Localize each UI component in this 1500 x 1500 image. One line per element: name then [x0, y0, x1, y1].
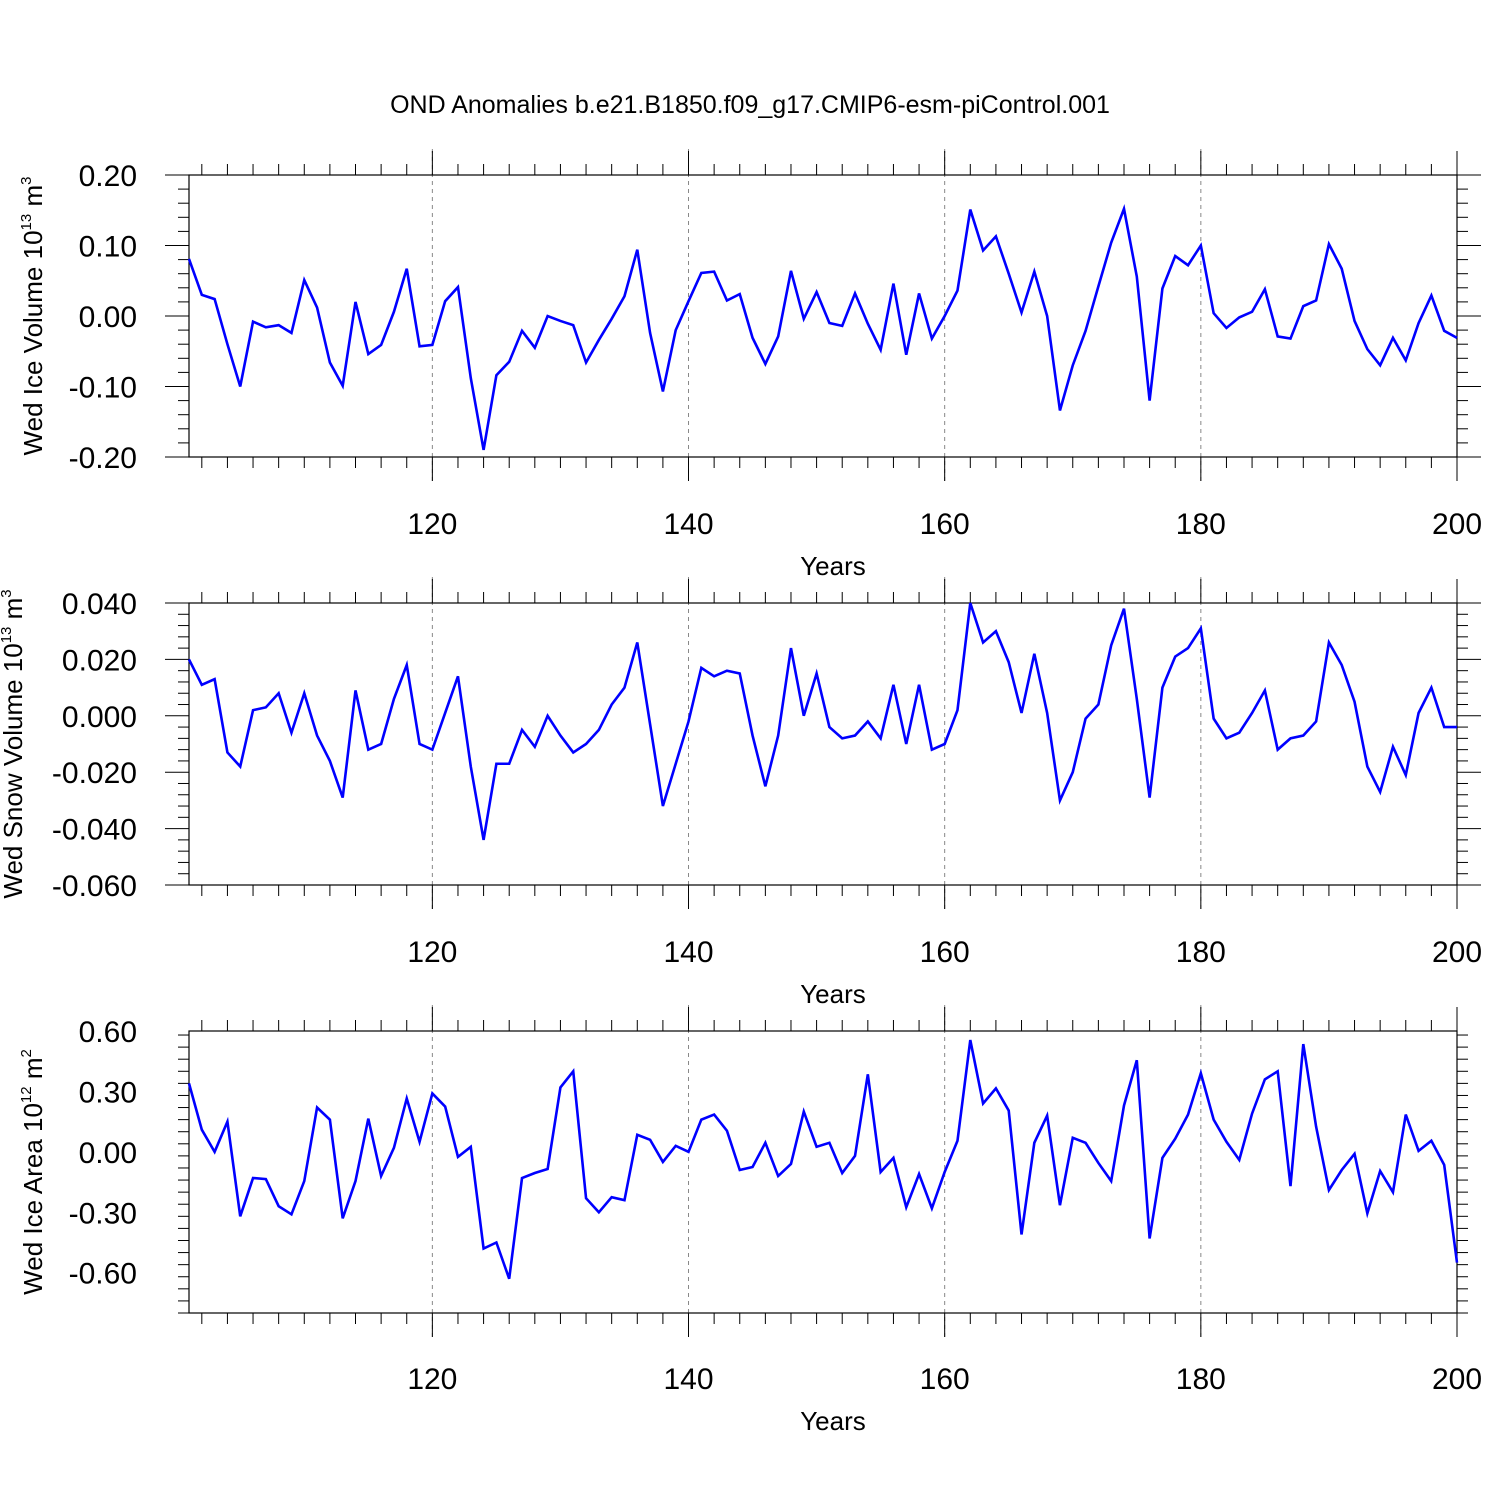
x-tick-label: 160: [920, 1363, 970, 1396]
x-tick-label: 200: [1432, 936, 1482, 969]
panel-2: 120 140 160 180 200 Years -0.060 -0.040 -0.020 0.…: [0, 577, 1482, 1009]
x-tick-label: 140: [663, 1363, 713, 1396]
y-tick-label: 0.00: [79, 1137, 137, 1170]
series-line-1: [187, 1039, 1459, 1280]
x-axis-title: Years: [800, 1406, 866, 1436]
y-axis-title-superscript: 12: [18, 1086, 35, 1103]
y-axis-title-text: m: [18, 1058, 48, 1087]
y-tick-label: -0.60: [69, 1258, 137, 1291]
y-axis-title-superscript: 3: [18, 177, 35, 185]
x-tick-label: 200: [1432, 508, 1482, 541]
plot-frame: [188, 174, 1458, 458]
x-tick-label: 200: [1432, 1363, 1482, 1396]
x-tick-label: 140: [663, 936, 713, 969]
x-axis-title: Years: [800, 551, 866, 581]
plot-frame: [188, 602, 1458, 886]
y-axis-title-text: m: [0, 598, 28, 627]
x-tick-label: 180: [1176, 508, 1226, 541]
y-tick-label: -0.20: [69, 442, 137, 475]
y-axis-title-superscript: 13: [18, 214, 35, 231]
y-tick-label: -0.10: [69, 372, 137, 405]
y-tick-label: -0.30: [69, 1197, 137, 1230]
y-tick-label: 0.00: [79, 301, 137, 334]
x-tick-label: 120: [407, 936, 457, 969]
chart-title: OND Anomalies b.e21.B1850.f09_g17.CMIP6-…: [390, 91, 1110, 119]
y-axis-title-text: Wed Ice Area 10: [18, 1103, 48, 1295]
series-line-1: [187, 204, 1458, 451]
y-tick-label: 0.000: [62, 701, 137, 734]
plot-frame: [188, 1030, 1458, 1314]
y-axis-title: Wed Ice Area 1012 m2: [18, 1049, 48, 1295]
chart-panels: 120 140 160 180 200 Years -0.20 -0.10 0.00 0.10 0.…: [0, 149, 1482, 1436]
panel-1: 120 140 160 180 200 Years -0.20 -0.10 0.00 0.10 0.…: [18, 149, 1482, 581]
panel-3: 120 140 160 180 200 Years -0.60 -0.30 0.00 0.30 0.…: [18, 1005, 1482, 1436]
y-axis-title: Wed Ice Volume 1013 m3: [18, 177, 48, 456]
y-tick-label: 0.30: [79, 1076, 137, 1109]
y-axis-title-text: m: [18, 185, 48, 214]
y-tick-label: 0.040: [62, 588, 137, 621]
y-axis-title: Wed Snow Volume 1013 m3: [0, 589, 28, 898]
y-axis-title-text: Wed Ice Volume 10: [18, 230, 48, 455]
y-tick-label: -0.020: [52, 757, 137, 790]
y-axis-title-superscript: 2: [18, 1049, 35, 1057]
y-tick-label: 0.20: [79, 160, 137, 193]
x-tick-label: 180: [1176, 936, 1226, 969]
y-tick-label: 0.10: [79, 231, 137, 264]
y-tick-label: -0.060: [52, 870, 137, 903]
x-axis-title: Years: [800, 979, 866, 1009]
x-tick-label: 180: [1176, 1363, 1226, 1396]
x-tick-label: 120: [407, 1363, 457, 1396]
y-tick-label: 0.60: [79, 1016, 137, 1049]
x-tick-label: 160: [920, 508, 970, 541]
series-line-1: [187, 602, 1457, 841]
y-axis-title-text: Wed Snow Volume 10: [0, 643, 28, 898]
x-tick-label: 140: [663, 508, 713, 541]
x-tick-label: 160: [920, 936, 970, 969]
x-tick-label: 120: [407, 508, 457, 541]
y-axis-title-superscript: 13: [0, 627, 15, 644]
y-axis-title-superscript: 3: [0, 589, 15, 597]
y-tick-label: 0.020: [62, 644, 137, 677]
y-tick-label: -0.040: [52, 814, 137, 847]
